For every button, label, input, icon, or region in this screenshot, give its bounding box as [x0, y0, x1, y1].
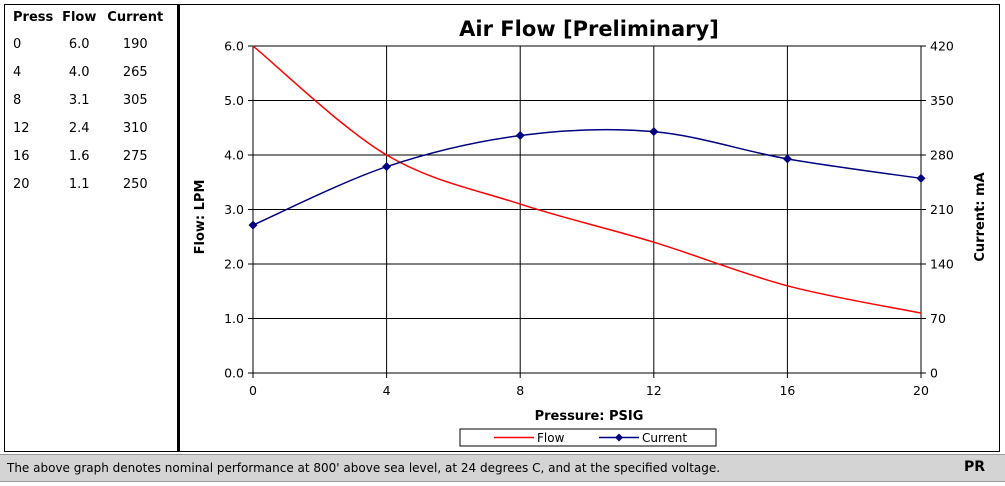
- y-tick-label: 3.0: [224, 202, 244, 217]
- cell-flow: 2.4: [68, 121, 90, 136]
- y2-tick-label: 350: [930, 93, 954, 108]
- cell-current: 265: [122, 65, 148, 80]
- cell-press: 16: [13, 149, 30, 164]
- data-point-current: [382, 162, 392, 172]
- y-tick-label: 6.0: [224, 39, 244, 54]
- cell-flow: 1.6: [68, 149, 90, 164]
- y2-tick-label: 140: [930, 257, 954, 272]
- x-tick-label: 12: [646, 383, 662, 398]
- column-header-flow: Flow: [62, 10, 97, 25]
- cell-flow: 1.1: [68, 177, 90, 192]
- cell-current: 250: [122, 177, 148, 192]
- legend-label-flow: Flow: [537, 431, 565, 445]
- series-line-flow: [252, 45, 922, 314]
- table-row: 12 2.4 310: [7, 114, 168, 142]
- cell-current: 310: [122, 121, 148, 136]
- data-point-current: [916, 173, 926, 183]
- x-tick-label: 16: [779, 383, 795, 398]
- data-table-panel: Press Flow Current 0 6.0 190 4 4.0 265 8…: [4, 4, 179, 452]
- y-tick-label: 2.0: [224, 257, 244, 272]
- table-row: 16 1.6 275: [7, 142, 168, 170]
- table-header-row: Press Flow Current: [7, 8, 168, 30]
- grid-layer: [252, 45, 922, 374]
- chart-svg: Air Flow [Preliminary] Pressure: PSIG Fl…: [193, 17, 988, 447]
- footer-bar: The above graph denotes nominal performa…: [0, 454, 1005, 482]
- series-layer: [248, 45, 926, 314]
- y2-tick-label: 70: [930, 311, 946, 326]
- cell-flow: 3.1: [68, 93, 90, 108]
- legend-label-current: Current: [642, 431, 687, 445]
- column-header-press: Press: [13, 10, 54, 25]
- cell-flow: 6.0: [68, 37, 90, 52]
- table-row: 4 4.0 265: [7, 58, 168, 86]
- legend-box: [459, 428, 717, 447]
- data-point-current: [782, 154, 792, 164]
- chart-title: Air Flow [Preliminary]: [459, 17, 719, 41]
- cell-current: 305: [122, 93, 148, 108]
- cell-press: 4: [13, 65, 22, 80]
- y-tick-label: 1.0: [224, 311, 244, 326]
- footer-code: PR: [963, 459, 985, 475]
- x-axis-title: Pressure: PSIG: [535, 409, 644, 424]
- chart-legend: Flow Current: [459, 428, 717, 447]
- y2-tick-label: 0: [930, 366, 938, 381]
- x-tick-label: 0: [249, 383, 257, 398]
- x-tick-label: 4: [383, 383, 391, 398]
- table-row: 0 6.0 190: [7, 30, 168, 58]
- cell-press: 0: [13, 37, 22, 52]
- cell-flow: 4.0: [68, 65, 90, 80]
- y2-tick-label: 210: [930, 202, 954, 217]
- table-row: 20 1.1 250: [7, 170, 168, 198]
- data-table: Press Flow Current 0 6.0 190 4 4.0 265 8…: [7, 8, 168, 198]
- y-axis-title: Flow: LPM: [193, 180, 208, 255]
- series-line-current: [252, 128, 922, 226]
- y-tick-label: 0.0: [224, 366, 244, 381]
- data-point-current: [248, 220, 258, 230]
- y-tick-label: 4.0: [224, 148, 244, 163]
- x-tick-label: 8: [516, 383, 524, 398]
- cell-press: 20: [13, 177, 30, 192]
- y2-axis-title: Current: mA: [973, 172, 988, 261]
- chart-panel: Air Flow [Preliminary] Pressure: PSIG Fl…: [179, 4, 1000, 452]
- footer-note: The above graph denotes nominal performa…: [7, 461, 721, 475]
- cell-press: 8: [13, 93, 22, 108]
- cell-current: 190: [122, 37, 148, 52]
- table-row: 8 3.1 305: [7, 86, 168, 114]
- cell-press: 12: [13, 121, 30, 136]
- data-point-current: [515, 131, 525, 141]
- legend-marker-current: [615, 433, 623, 442]
- data-point-current: [649, 127, 659, 137]
- ticks-layer: 0.01.02.03.04.05.06.00701402102803504200…: [224, 39, 954, 399]
- cell-current: 275: [122, 149, 148, 164]
- y2-tick-label: 280: [930, 148, 954, 163]
- y2-tick-label: 420: [930, 39, 954, 54]
- y-tick-label: 5.0: [224, 93, 244, 108]
- column-header-current: Current: [107, 10, 164, 25]
- x-tick-label: 20: [913, 383, 929, 398]
